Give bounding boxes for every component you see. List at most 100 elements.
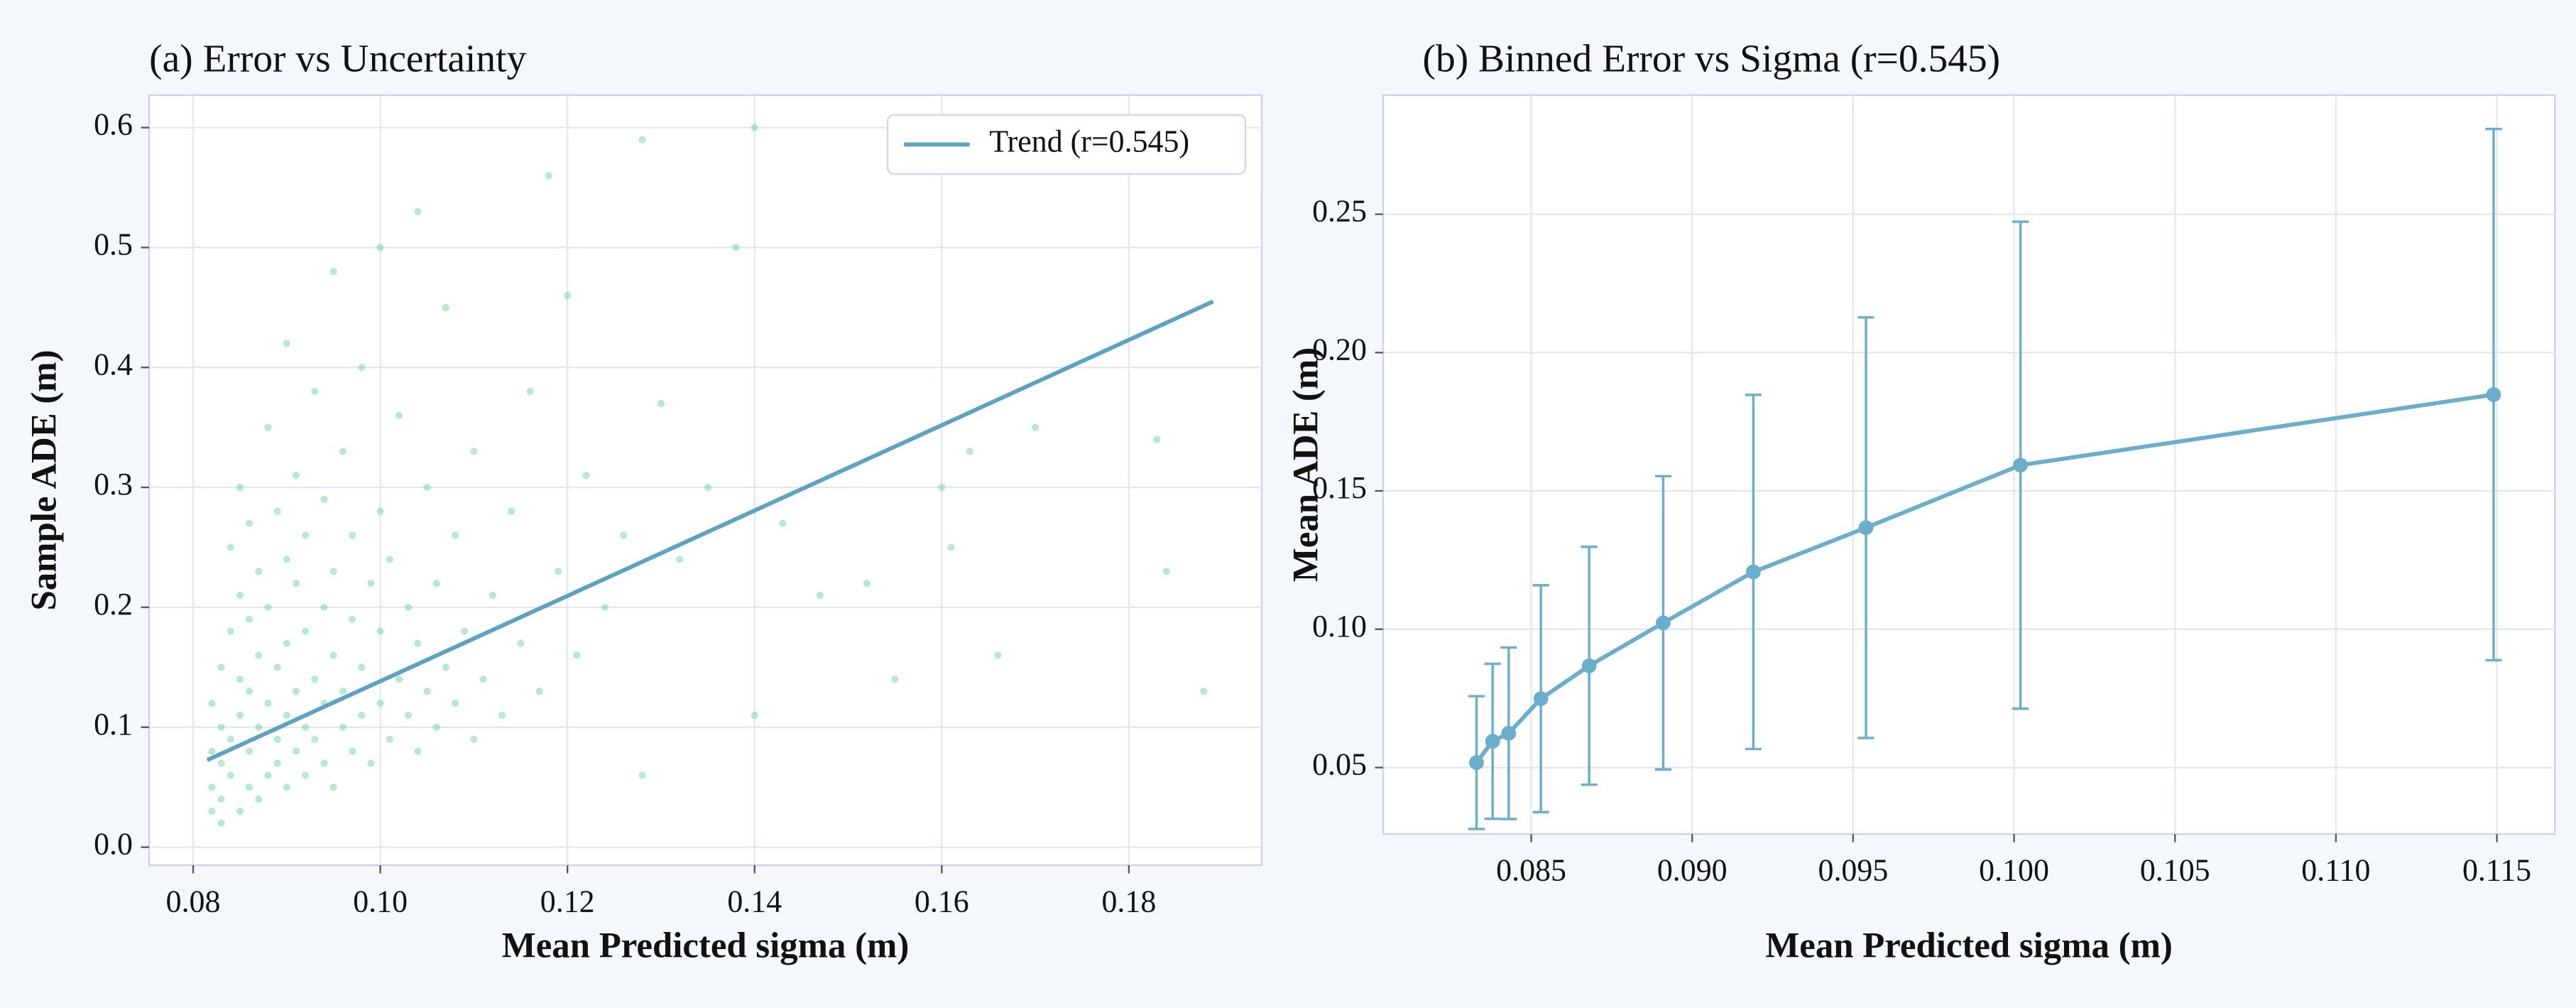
scatter-point <box>489 591 496 600</box>
scatter-point <box>966 448 973 455</box>
scatter-point <box>386 735 393 743</box>
scatter-point <box>217 663 225 671</box>
scatter-point <box>349 615 356 623</box>
scatter-point <box>1032 423 1039 431</box>
scatter-point <box>405 711 413 719</box>
x-tick-label: 0.16 <box>915 884 969 918</box>
x-tick-label: 0.14 <box>727 884 782 918</box>
scatter-point <box>554 568 562 575</box>
scatter-point <box>264 699 272 708</box>
scatter-point <box>657 399 665 408</box>
scatter-point <box>292 472 300 479</box>
line-point <box>2013 457 2029 473</box>
scatter-point <box>339 723 346 731</box>
scatter-point <box>236 591 244 600</box>
x-tick-label: 0.10 <box>353 884 408 918</box>
x-tick-label: 0.12 <box>540 884 595 918</box>
scatter-point <box>292 747 300 755</box>
scatter-point <box>947 543 955 551</box>
scatter-point <box>414 207 422 215</box>
scatter-point <box>395 676 403 683</box>
x-tick-label: 0.095 <box>1818 854 1889 888</box>
scatter-point <box>358 711 366 719</box>
plot-area <box>148 94 1263 867</box>
scatter-point <box>208 807 216 815</box>
scatter-point <box>227 543 234 551</box>
scatter-point <box>283 784 290 791</box>
scatter-point <box>517 639 525 647</box>
line-point <box>1858 520 1874 536</box>
line-point <box>1533 691 1549 706</box>
scatter-point <box>283 639 290 647</box>
scatter-point <box>302 627 310 635</box>
x-tick-label: 0.115 <box>2462 854 2531 888</box>
scatter-point <box>704 484 711 492</box>
scatter-point <box>339 688 346 695</box>
y-tick-label: 0.1 <box>94 708 133 742</box>
scatter-point <box>451 699 459 708</box>
scatter-point <box>535 688 543 695</box>
x-tick-label: 0.105 <box>2140 854 2210 888</box>
scatter-point <box>283 556 290 563</box>
x-tick-label: 0.18 <box>1101 884 1156 918</box>
scatter-point <box>227 735 234 743</box>
scatter-point <box>292 580 300 587</box>
scatter-point <box>451 531 459 539</box>
scatter-point <box>236 711 244 719</box>
scatter-point <box>376 244 384 251</box>
scatter-point <box>638 136 646 143</box>
scatter-point <box>891 676 899 683</box>
scatter-point <box>938 484 946 492</box>
scatter-point <box>236 807 244 815</box>
scatter-point <box>320 495 328 504</box>
scatter-point <box>302 771 310 779</box>
scatter-point <box>1153 435 1161 443</box>
scatter-point <box>302 531 310 539</box>
line <box>1475 392 2494 764</box>
scatter-point <box>246 519 253 527</box>
legend-box <box>886 114 1247 175</box>
scatter-point <box>863 580 871 587</box>
scatter-point <box>217 819 225 827</box>
scatter-point <box>302 723 310 731</box>
scatter-point <box>246 747 253 755</box>
scatter-point <box>751 124 758 131</box>
scatter-point <box>292 688 300 695</box>
chart-title: (a) Error vs Uncertainty <box>149 37 526 80</box>
scatter-point <box>246 688 253 695</box>
scatter-point <box>994 651 1002 659</box>
scatter-point <box>405 603 413 612</box>
scatter-point <box>582 472 590 479</box>
scatter-point <box>470 448 478 455</box>
line-point <box>1656 615 1671 631</box>
scatter-point <box>470 735 478 743</box>
scatter-point <box>264 603 272 612</box>
scatter-point <box>273 507 281 515</box>
scatter-point <box>320 603 328 612</box>
scatter-point <box>526 387 534 396</box>
scatter-point <box>246 615 253 623</box>
scatter-point <box>1162 568 1170 575</box>
scatter-point <box>255 723 263 731</box>
scatter-point <box>311 676 319 683</box>
scatter-point <box>442 663 449 671</box>
scatter-point <box>255 568 263 575</box>
scatter-point <box>395 411 403 419</box>
scatter-point <box>751 711 758 719</box>
x-axis-label: Mean Predicted sigma (m) <box>502 925 910 965</box>
scatter-point <box>320 759 328 767</box>
scatter-point <box>339 448 346 455</box>
scatter-point <box>217 795 225 803</box>
scatter-point <box>442 303 449 311</box>
scatter-point <box>779 519 787 527</box>
scatter-point <box>264 771 272 779</box>
scatter-point <box>358 364 366 372</box>
y-tick-label: 0.4 <box>94 347 133 381</box>
scatter-point <box>386 556 393 563</box>
scatter-point <box>255 795 263 803</box>
scatter-point <box>545 172 552 180</box>
x-tick-label: 0.085 <box>1496 854 1566 888</box>
legend-label: Trend (r=0.545) <box>989 124 1189 158</box>
scatter-point <box>246 784 253 791</box>
scatter-point <box>273 759 281 767</box>
